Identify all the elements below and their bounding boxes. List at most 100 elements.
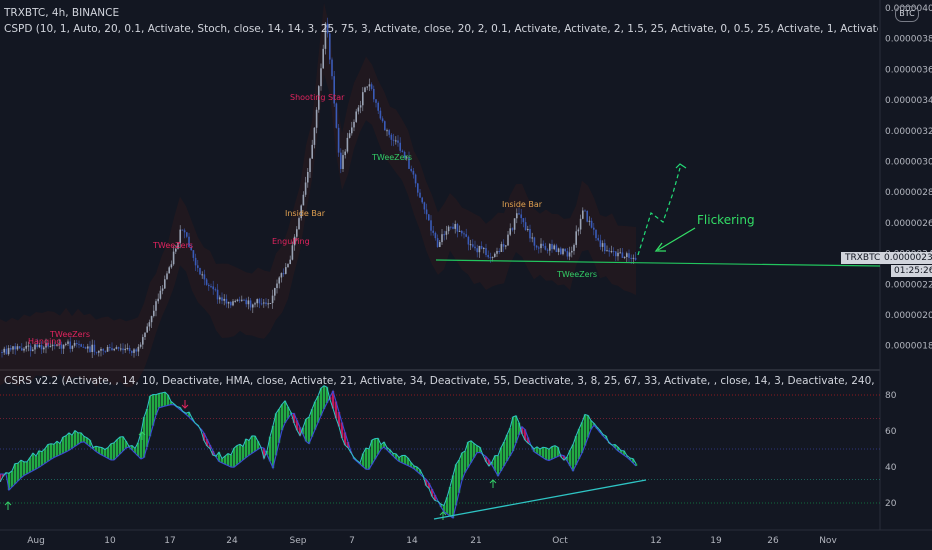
candle-body bbox=[298, 218, 300, 230]
candle-body bbox=[370, 84, 373, 89]
candle-body bbox=[236, 299, 239, 301]
candle-body bbox=[606, 250, 608, 252]
candle-body bbox=[593, 227, 595, 230]
candle-body bbox=[377, 102, 379, 111]
candle-body bbox=[3, 348, 5, 353]
candle-body bbox=[221, 297, 223, 301]
candle-body bbox=[590, 220, 593, 228]
candle-body bbox=[111, 348, 113, 351]
candle-body bbox=[487, 255, 489, 258]
candle-pattern-label: TWeeZers bbox=[556, 270, 597, 279]
candle-body bbox=[155, 301, 157, 311]
candle-body bbox=[126, 348, 129, 350]
candle-body bbox=[535, 245, 538, 248]
candle-body bbox=[456, 224, 459, 232]
candle-body bbox=[337, 127, 340, 153]
candle-body bbox=[619, 252, 621, 254]
candle-body bbox=[73, 343, 76, 346]
candle-body bbox=[93, 344, 96, 352]
candle-body bbox=[197, 265, 199, 268]
candle-body bbox=[76, 343, 78, 345]
currency-badge[interactable]: BTC bbox=[895, 6, 919, 22]
time-tick-label: 10 bbox=[104, 536, 116, 546]
candle-body bbox=[423, 202, 426, 210]
candle-body bbox=[181, 229, 184, 231]
candle-body bbox=[373, 88, 375, 100]
candle-body bbox=[280, 273, 283, 278]
candle-body bbox=[62, 344, 65, 349]
candle-body bbox=[254, 303, 256, 305]
candle-body bbox=[304, 182, 307, 195]
candle-body bbox=[524, 222, 527, 231]
candle-body bbox=[395, 140, 397, 142]
candle-body bbox=[538, 247, 540, 249]
candle-body bbox=[282, 273, 285, 275]
cspd-indicator-legend[interactable]: CSPD (10, 1, Auto, 20, 0.1, Activate, St… bbox=[4, 23, 878, 35]
candle-body bbox=[333, 76, 335, 104]
candle-body bbox=[100, 348, 102, 351]
candle-body bbox=[410, 168, 412, 171]
candle-body bbox=[27, 345, 30, 347]
candle-body bbox=[219, 297, 221, 300]
candle-body bbox=[287, 264, 289, 268]
candle-body bbox=[549, 244, 551, 251]
time-axis[interactable]: Aug 10 17 24 Sep 7 14 21 Oct 12 19 26 Nov bbox=[27, 536, 837, 546]
candle-body bbox=[560, 248, 562, 255]
signal-arrow-icon bbox=[4, 501, 12, 510]
candle-body bbox=[527, 228, 529, 231]
candle-body bbox=[342, 155, 344, 169]
csrs-indicator-legend[interactable]: CSRS v2.2 (Activate, , 14, 10, Deactivat… bbox=[4, 375, 878, 387]
candle-body bbox=[364, 87, 366, 93]
candle-body bbox=[49, 346, 52, 348]
candle-body bbox=[564, 248, 566, 252]
candle-body bbox=[256, 299, 258, 304]
candle-body bbox=[406, 157, 408, 159]
candle-body bbox=[582, 210, 584, 219]
candle-body bbox=[199, 267, 201, 275]
oscillator-axis[interactable]: 80 60 40 20 bbox=[885, 391, 897, 509]
candle-body bbox=[289, 259, 291, 265]
candle-body bbox=[566, 251, 569, 257]
flickering-arrow bbox=[657, 227, 696, 251]
candle-body bbox=[425, 209, 428, 215]
candle-body bbox=[428, 214, 430, 221]
support-trendline[interactable] bbox=[435, 259, 881, 267]
candle-body bbox=[340, 152, 342, 169]
flickering-label: Flickering bbox=[697, 213, 755, 227]
candle-body bbox=[225, 298, 228, 304]
candle-body bbox=[265, 302, 267, 305]
candle-body bbox=[146, 326, 148, 333]
candle-body bbox=[551, 244, 553, 250]
candle-body bbox=[179, 229, 181, 243]
candle-body bbox=[124, 348, 126, 351]
candle-body bbox=[628, 253, 630, 258]
candle-body bbox=[329, 33, 331, 60]
candle-pattern-label: Hanging bbox=[28, 337, 61, 346]
candle-body bbox=[432, 230, 434, 233]
candle-body bbox=[608, 250, 610, 252]
candle-body bbox=[21, 348, 23, 351]
candle-body bbox=[164, 279, 166, 289]
candle-body bbox=[98, 350, 100, 353]
candle-body bbox=[421, 197, 423, 203]
candle-body bbox=[494, 253, 496, 257]
candle-body bbox=[205, 279, 208, 285]
candle-body bbox=[223, 298, 225, 301]
osc-tick-label: 80 bbox=[885, 391, 897, 401]
candle-body bbox=[278, 277, 280, 284]
candle-body bbox=[69, 341, 71, 349]
candle-body bbox=[480, 245, 483, 249]
candle-body bbox=[18, 346, 21, 349]
oscillator-trendline[interactable] bbox=[433, 479, 647, 520]
candle-body bbox=[16, 346, 19, 350]
flickering-arrow-head bbox=[654, 242, 666, 252]
signal-arrow-icon bbox=[181, 400, 189, 409]
price-tick-label: 0.00000180 bbox=[885, 342, 932, 352]
candle-body bbox=[399, 142, 401, 151]
candle-body bbox=[54, 344, 56, 346]
candle-body bbox=[540, 243, 542, 249]
candle-body bbox=[518, 213, 520, 215]
